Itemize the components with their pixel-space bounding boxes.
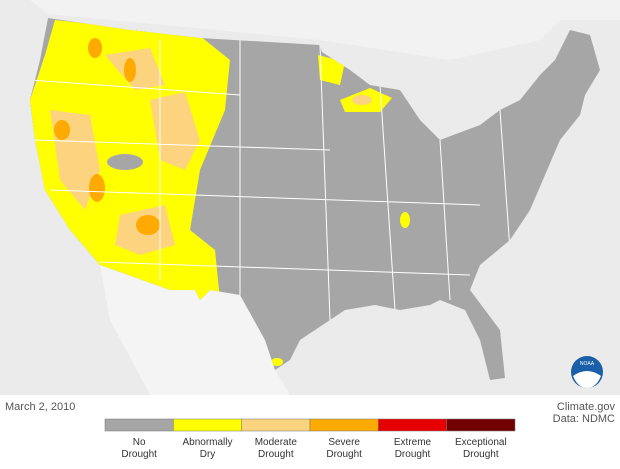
- legend-label: Drought: [121, 449, 157, 460]
- legend-label: Extreme: [394, 437, 432, 448]
- legend: NoDroughtAbnormallyDryModerateDroughtSev…: [104, 418, 516, 460]
- legend-label: Abnormally: [182, 437, 232, 448]
- legend-swatch: [378, 418, 447, 432]
- severe-drought-area: [89, 174, 105, 202]
- severe-drought-area: [124, 58, 136, 82]
- legend-swatch: [173, 418, 242, 432]
- noaa-logo: NOAA: [571, 356, 603, 388]
- source: Climate.gov: [557, 401, 616, 413]
- legend-label: Severe: [328, 437, 360, 448]
- legend-label: Dry: [200, 449, 216, 460]
- legend-label: Drought: [326, 449, 362, 460]
- legend-label: Exceptional: [455, 437, 507, 448]
- severe-drought-area: [54, 120, 70, 140]
- canada-land: [0, 0, 620, 60]
- logo-wave: [573, 371, 601, 388]
- moderate-drought-area: [150, 92, 200, 170]
- severe-drought-area: [136, 215, 160, 235]
- legend-swatch: [104, 418, 174, 432]
- map-date: March 2, 2010: [5, 401, 75, 413]
- legend-label: Drought: [463, 449, 499, 460]
- abnormally-dry-area: [271, 358, 283, 366]
- legend-swatch: [309, 418, 379, 432]
- abnormally-dry-area: [318, 55, 345, 85]
- mexico-land: [100, 265, 290, 395]
- legend-swatch: [446, 418, 516, 432]
- abnormally-dry-area: [400, 212, 410, 228]
- state-borders: [30, 40, 511, 321]
- logo-text: NOAA: [580, 361, 595, 367]
- severe-drought-area: [88, 38, 102, 58]
- legend-label: Drought: [395, 449, 431, 460]
- moderate-drought-area: [352, 95, 372, 105]
- no-drought-area: [107, 154, 143, 170]
- legend-swatch: [241, 418, 311, 432]
- data-credit: Data: NDMC: [553, 413, 615, 425]
- legend-label: Moderate: [255, 437, 298, 448]
- legend-label: No: [133, 437, 146, 448]
- legend-label: Drought: [258, 449, 294, 460]
